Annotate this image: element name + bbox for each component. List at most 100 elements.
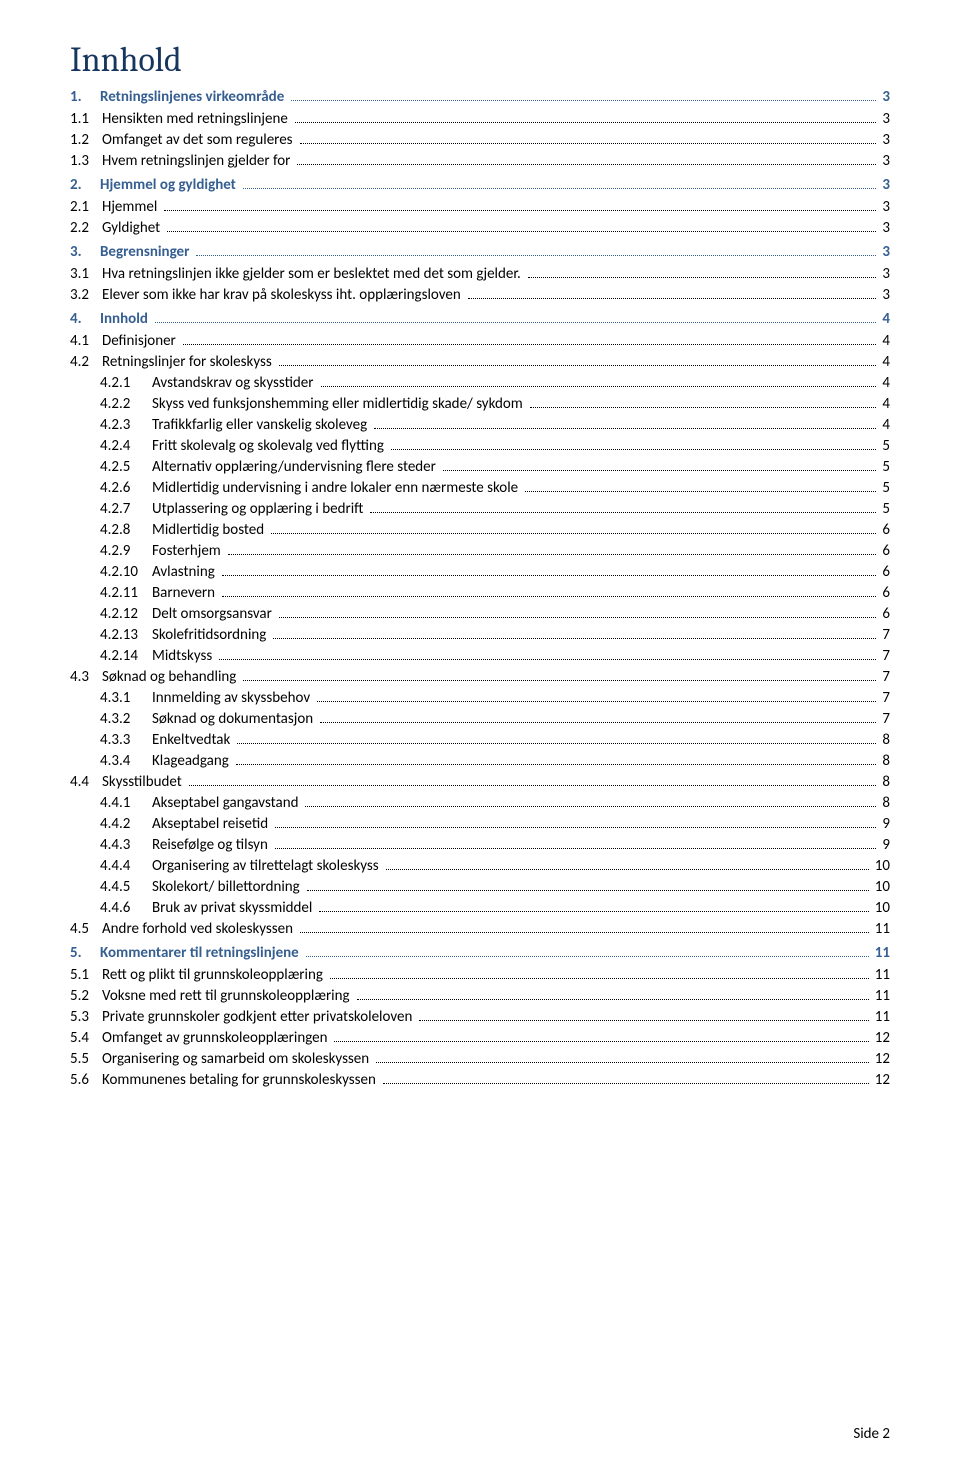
toc-entry-label: Skysstilbudet [102, 773, 186, 791]
toc-entry[interactable]: 3.Begrensninger3 [70, 243, 890, 261]
toc-entry-label: Fritt skolevalg og skolevalg ved flyttin… [152, 437, 388, 455]
toc-entry[interactable]: 5.4Omfanget av grunnskoleopplæringen12 [70, 1029, 890, 1047]
toc-entry[interactable]: 4.2.6Midlertidig undervisning i andre lo… [70, 479, 890, 497]
toc-leader-dots [243, 178, 877, 190]
toc-entry[interactable]: 4.4.6Bruk av privat skyssmiddel10 [70, 899, 890, 917]
toc-entry[interactable]: 4.3.2Søknad og dokumentasjon7 [70, 710, 890, 728]
toc-leader-dots [300, 922, 869, 934]
toc-leader-dots [228, 544, 877, 556]
toc-entry[interactable]: 4.1Definisjoner4 [70, 332, 890, 350]
toc-entry[interactable]: 4.2.14Midtskyss7 [70, 647, 890, 665]
toc-entry-number: 4.2.13 [100, 626, 152, 644]
toc-leader-dots [370, 502, 876, 514]
toc-leader-dots [530, 397, 877, 409]
toc-entry[interactable]: 4.2.11Barnevern6 [70, 584, 890, 602]
toc-entry-number: 4.2.1 [100, 374, 152, 392]
toc-entry[interactable]: 4.2.7Utplassering og opplæring i bedrift… [70, 500, 890, 518]
toc-entry-page: 11 [872, 1008, 890, 1026]
toc-leader-dots [320, 712, 876, 724]
toc-entry-page: 3 [879, 152, 890, 170]
toc-entry-number: 5.6 [70, 1071, 102, 1089]
toc-entry[interactable]: 4.3Søknad og behandling7 [70, 668, 890, 686]
toc-entry[interactable]: 4.2.8Midlertidig bosted6 [70, 521, 890, 539]
toc-entry-page: 9 [879, 836, 890, 854]
toc-entry[interactable]: 2.Hjemmel og gyldighet3 [70, 176, 890, 194]
toc-entry[interactable]: 1.1Hensikten med retningslinjene3 [70, 110, 890, 128]
toc-entry[interactable]: 4.2.5Alternativ opplæring/undervisning f… [70, 458, 890, 476]
toc-entry-page: 11 [872, 920, 890, 938]
toc-leader-dots [243, 670, 876, 682]
toc-entry-label: Enkeltvedtak [152, 731, 234, 749]
toc-entry-page: 5 [879, 458, 890, 476]
toc-entry[interactable]: 4.4.3Reisefølge og tilsyn9 [70, 836, 890, 854]
toc-entry[interactable]: 4.Innhold4 [70, 310, 890, 328]
toc-entry-page: 4 [879, 374, 890, 392]
toc-entry-label: Omfanget av grunnskoleopplæringen [102, 1029, 331, 1047]
toc-entry[interactable]: 4.2.4Fritt skolevalg og skolevalg ved fl… [70, 437, 890, 455]
toc-leader-dots [222, 565, 877, 577]
toc-entry-label: Hjemmel [102, 198, 161, 216]
toc-entry-page: 7 [879, 647, 890, 665]
toc-entry[interactable]: 2.1Hjemmel3 [70, 198, 890, 216]
toc-entry[interactable]: 4.3.1Innmelding av skyssbehov7 [70, 689, 890, 707]
toc-entry[interactable]: 3.2Elever som ikke har krav på skoleskys… [70, 286, 890, 304]
toc-entry-page: 4 [879, 332, 890, 350]
toc-entry[interactable]: 5.5Organisering og samarbeid om skolesky… [70, 1050, 890, 1068]
toc-entry-number: 2.1 [70, 198, 102, 216]
toc-entry-page: 3 [879, 131, 890, 149]
toc-entry[interactable]: 4.2.3Trafikkfarlig eller vanskelig skole… [70, 416, 890, 434]
toc-entry-page: 3 [879, 243, 890, 261]
toc-entry-page: 6 [879, 584, 890, 602]
toc-entry-label: Retningslinjenes virkeområde [100, 88, 288, 106]
toc-leader-dots [528, 267, 877, 279]
toc-entry-number: 4.5 [70, 920, 102, 938]
toc-entry-page: 6 [879, 563, 890, 581]
toc-entry-number: 4.4.3 [100, 836, 152, 854]
toc-entry[interactable]: 4.4.2Akseptabel reisetid9 [70, 815, 890, 833]
toc-entry-label: Midlertidig undervisning i andre lokaler… [152, 479, 522, 497]
toc-entry[interactable]: 1.2Omfanget av det som reguleres3 [70, 131, 890, 149]
toc-entry-number: 4.3 [70, 668, 102, 686]
toc-entry[interactable]: 4.2.13Skolefritidsordning7 [70, 626, 890, 644]
toc-entry[interactable]: 4.2Retningslinjer for skoleskyss4 [70, 353, 890, 371]
toc-entry-label: Kommunenes betaling for grunnskoleskysse… [102, 1071, 380, 1089]
toc-entry-label: Omfanget av det som reguleres [102, 131, 297, 149]
toc-entry[interactable]: 4.2.12Delt omsorgsansvar6 [70, 605, 890, 623]
toc-entry[interactable]: 4.3.3Enkeltvedtak8 [70, 731, 890, 749]
toc-leader-dots [279, 607, 877, 619]
toc-entry[interactable]: 3.1Hva retningslinjen ikke gjelder som e… [70, 265, 890, 283]
toc-entry[interactable]: 4.2.10Avlastning6 [70, 563, 890, 581]
toc-entry[interactable]: 1.Retningslinjenes virkeområde3 [70, 88, 890, 106]
toc-entry[interactable]: 4.5Andre forhold ved skoleskyssen11 [70, 920, 890, 938]
toc-entry-page: 3 [879, 110, 890, 128]
toc-leader-dots [307, 880, 869, 892]
toc-entry-page: 8 [879, 773, 890, 791]
toc-entry-label: Hensikten med retningslinjene [102, 110, 292, 128]
toc-leader-dots [468, 288, 877, 300]
toc-entry[interactable]: 4.2.9Fosterhjem6 [70, 542, 890, 560]
toc-entry[interactable]: 5.6Kommunenes betaling for grunnskolesky… [70, 1071, 890, 1089]
toc-entry[interactable]: 4.2.1Avstandskrav og skysstider4 [70, 374, 890, 392]
toc-entry-label: Bruk av privat skyssmiddel [152, 899, 316, 917]
toc-entry[interactable]: 4.4.4Organisering av tilrettelagt skoles… [70, 857, 890, 875]
toc-entry[interactable]: 5.3Private grunnskoler godkjent etter pr… [70, 1008, 890, 1026]
toc-entry[interactable]: 4.4.1Akseptabel gangavstand8 [70, 794, 890, 812]
toc-entry-label: Akseptabel gangavstand [152, 794, 302, 812]
toc-leader-dots [196, 245, 876, 257]
toc-entry[interactable]: 4.3.4Klageadgang8 [70, 752, 890, 770]
toc-entry[interactable]: 4.2.2Skyss ved funksjonshemming eller mi… [70, 395, 890, 413]
toc-entry[interactable]: 1.3Hvem retningslinjen gjelder for3 [70, 152, 890, 170]
toc-leader-dots [236, 754, 877, 766]
toc-entry-label: Elever som ikke har krav på skoleskyss i… [102, 286, 465, 304]
toc-entry[interactable]: 5.1Rett og plikt til grunnskoleopplæring… [70, 966, 890, 984]
toc-entry[interactable]: 4.4Skysstilbudet8 [70, 773, 890, 791]
toc-entry-label: Innmelding av skyssbehov [152, 689, 314, 707]
toc-entry[interactable]: 5.Kommentarer til retningslinjene11 [70, 944, 890, 962]
toc-entry-page: 3 [879, 176, 890, 194]
toc-entry-page: 4 [879, 353, 890, 371]
toc-entry-page: 12 [872, 1050, 890, 1068]
toc-entry[interactable]: 2.2Gyldighet3 [70, 219, 890, 237]
toc-entry[interactable]: 5.2Voksne med rett til grunnskoleopplæri… [70, 987, 890, 1005]
toc-leader-dots [386, 859, 869, 871]
toc-entry[interactable]: 4.4.5Skolekort/ billettordning10 [70, 878, 890, 896]
